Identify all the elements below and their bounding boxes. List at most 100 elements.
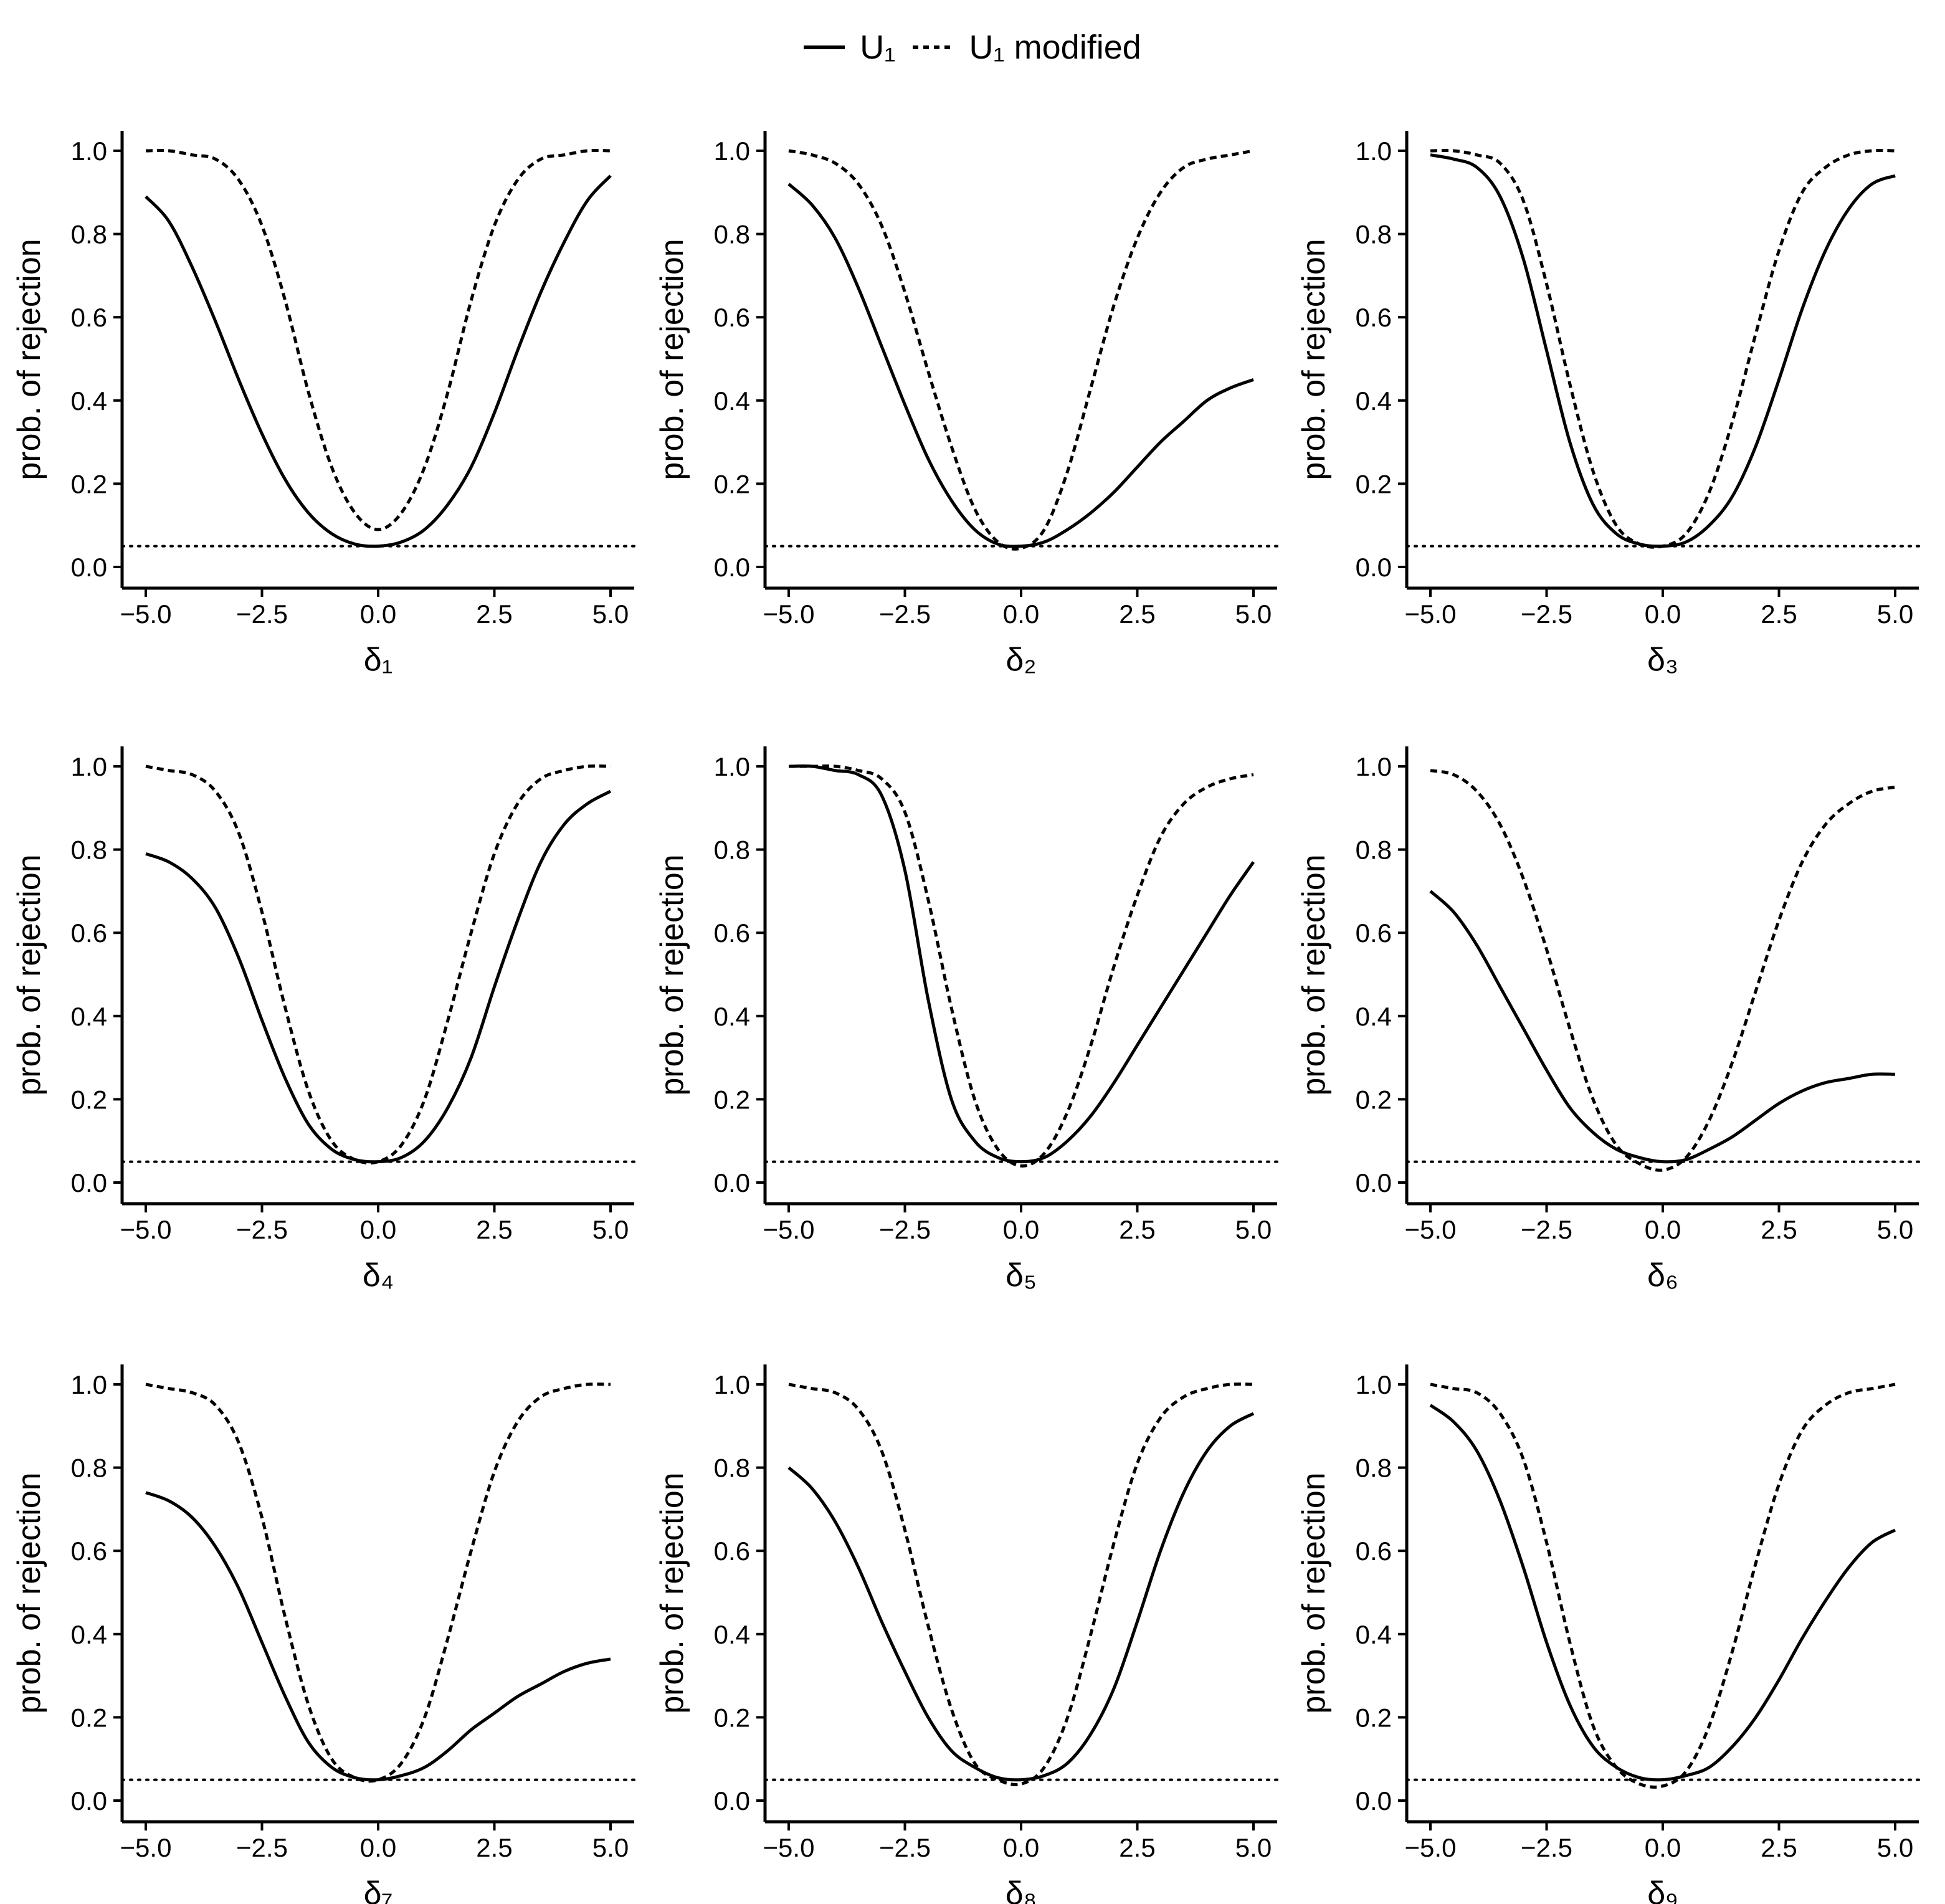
y-axis-label: prob. of rejection xyxy=(11,1472,47,1713)
x-tick-label: 0.0 xyxy=(1003,1215,1039,1244)
x-tick-label: −2.5 xyxy=(879,1833,931,1862)
x-tick-label: 5.0 xyxy=(1877,1833,1913,1862)
x-tick-label: 5.0 xyxy=(1235,1215,1272,1244)
x-axis-label: δ₆ xyxy=(1647,1257,1678,1293)
series-line-u1 xyxy=(145,1491,611,1782)
series-line-u1-modified xyxy=(788,764,1254,1168)
x-tick-label: 2.5 xyxy=(1119,1215,1155,1244)
x-tick-label: −5.0 xyxy=(120,1215,172,1244)
legend-item: U₁ modified xyxy=(913,28,1141,67)
y-tick-label: 0.0 xyxy=(714,1168,750,1197)
series-line-u1-modified xyxy=(1430,769,1896,1172)
x-tick-label: 5.0 xyxy=(1235,1833,1272,1862)
y-tick-label: 0.4 xyxy=(1356,386,1392,416)
y-tick-label: 0.8 xyxy=(1356,220,1392,249)
panel-8: 0.0 0.2 0.4 0.6 0.8 1.0 −5.0 −2.5 0.0 2.5 5.0 δ₈ pro… xyxy=(654,1364,1278,1904)
panel-4: 0.0 0.2 0.4 0.6 0.8 1.0 −5.0 −2.5 0.0 2.5 5.0 δ₄ pro… xyxy=(11,746,635,1293)
y-tick-label: 0.0 xyxy=(714,1786,750,1816)
x-tick-label: −5.0 xyxy=(763,1215,815,1244)
x-tick-label: −5.0 xyxy=(763,599,815,629)
y-tick-label: 0.0 xyxy=(71,1786,107,1816)
y-tick-label: 0.4 xyxy=(714,1620,750,1649)
y-tick-label: 0.2 xyxy=(714,1085,750,1114)
y-tick-label: 0.2 xyxy=(714,469,750,498)
panel-6: 0.0 0.2 0.4 0.6 0.8 1.0 −5.0 −2.5 0.0 2.5 5.0 δ₆ pro… xyxy=(1296,746,1920,1293)
x-tick-label: 0.0 xyxy=(1003,599,1039,629)
legend-swatch xyxy=(804,45,845,49)
series-line-u1 xyxy=(787,183,1254,548)
series-line-u1 xyxy=(788,764,1255,1164)
y-tick-label: 0.4 xyxy=(71,1002,107,1031)
x-axis-label: δ₈ xyxy=(1006,1875,1037,1904)
y-tick-label: 0.6 xyxy=(1356,918,1392,948)
x-tick-label: 5.0 xyxy=(592,1833,629,1862)
y-tick-label: 0.8 xyxy=(71,1454,107,1483)
x-tick-label: 0.0 xyxy=(360,599,396,629)
series-line-u1 xyxy=(145,174,612,548)
y-tick-label: 0.2 xyxy=(1356,469,1392,498)
y-axis-label: prob. of rejection xyxy=(1296,1472,1332,1713)
y-tick-label: 1.0 xyxy=(71,752,107,781)
x-tick-label: −5.0 xyxy=(1405,1215,1457,1244)
x-tick-label: 2.5 xyxy=(1761,599,1797,629)
y-tick-label: 0.8 xyxy=(71,835,107,865)
y-tick-label: 1.0 xyxy=(71,136,107,166)
x-tick-label: 2.5 xyxy=(1119,599,1155,629)
x-tick-label: 0.0 xyxy=(1645,1215,1681,1244)
x-tick-label: 0.0 xyxy=(360,1833,396,1862)
y-tick-label: 1.0 xyxy=(71,1370,107,1399)
x-tick-label: 0.0 xyxy=(1645,1833,1681,1862)
series-line-u1-modified xyxy=(1430,149,1896,549)
y-tick-label: 0.0 xyxy=(71,553,107,582)
x-tick-label: 2.5 xyxy=(476,599,512,629)
x-axis-label: δ₁ xyxy=(364,642,393,678)
y-tick-label: 0.4 xyxy=(714,1002,750,1031)
panel-2: 0.0 0.2 0.4 0.6 0.8 1.0 −5.0 −2.5 0.0 2.5 5.0 δ₂ pro… xyxy=(654,131,1278,678)
series-line-u1-modified xyxy=(145,149,611,531)
y-tick-label: 0.8 xyxy=(71,220,107,249)
series-line-u1 xyxy=(1430,153,1896,548)
x-axis-label: δ₇ xyxy=(364,1875,393,1904)
y-tick-label: 0.6 xyxy=(71,1536,107,1566)
y-tick-label: 0.6 xyxy=(1356,303,1392,332)
panel-3: 0.0 0.2 0.4 0.6 0.8 1.0 −5.0 −2.5 0.0 2.5 5.0 δ₃ pro… xyxy=(1296,131,1920,678)
y-tick-label: 0.4 xyxy=(1356,1002,1392,1031)
x-tick-label: −2.5 xyxy=(879,1215,931,1244)
y-axis-label: prob. of rejection xyxy=(654,239,690,480)
legend-label: U₁ xyxy=(860,29,896,66)
y-tick-label: 0.2 xyxy=(71,1085,107,1114)
y-axis-label: prob. of rejection xyxy=(1296,239,1332,480)
series-line-u1 xyxy=(1429,1404,1896,1782)
panel-9: 0.0 0.2 0.4 0.6 0.8 1.0 −5.0 −2.5 0.0 2.5 5.0 δ₉ pro… xyxy=(1296,1364,1920,1904)
y-tick-label: 0.6 xyxy=(71,303,107,332)
y-tick-label: 0.0 xyxy=(1356,1168,1392,1197)
y-tick-label: 0.8 xyxy=(714,220,750,249)
panel-1: 0.0 0.2 0.4 0.6 0.8 1.0 −5.0 −2.5 0.0 2.5 5.0 δ₁ pro… xyxy=(11,131,635,678)
y-tick-label: 0.2 xyxy=(1356,1703,1392,1732)
series-line-u1 xyxy=(1429,890,1896,1164)
legend-label: U₁ modified xyxy=(969,29,1141,66)
x-tick-label: −5.0 xyxy=(763,1833,815,1862)
x-axis-label: δ₄ xyxy=(363,1257,394,1293)
x-tick-label: 5.0 xyxy=(1877,599,1913,629)
y-tick-label: 0.6 xyxy=(1356,1536,1392,1566)
legend-item: U₁ xyxy=(804,28,895,67)
y-axis-label: prob. of rejection xyxy=(11,239,47,480)
y-tick-label: 0.4 xyxy=(71,1620,107,1649)
series-line-u1-modified xyxy=(1430,1383,1896,1789)
x-tick-label: −5.0 xyxy=(1405,1833,1457,1862)
x-tick-label: 0.0 xyxy=(1645,599,1681,629)
x-tick-label: 5.0 xyxy=(1235,599,1272,629)
y-tick-label: 0.8 xyxy=(1356,835,1392,865)
y-tick-label: 0.2 xyxy=(71,1703,107,1732)
x-tick-label: −2.5 xyxy=(1521,1215,1572,1244)
x-tick-label: 2.5 xyxy=(1761,1215,1797,1244)
y-tick-label: 1.0 xyxy=(1356,752,1392,781)
y-axis-label: prob. of rejection xyxy=(11,854,47,1095)
x-tick-label: 5.0 xyxy=(592,1215,629,1244)
y-axis-label: prob. of rejection xyxy=(1296,854,1332,1095)
x-tick-label: 0.0 xyxy=(1003,1833,1039,1862)
series-line-u1-modified xyxy=(788,149,1254,551)
x-tick-label: −2.5 xyxy=(1521,1833,1572,1862)
